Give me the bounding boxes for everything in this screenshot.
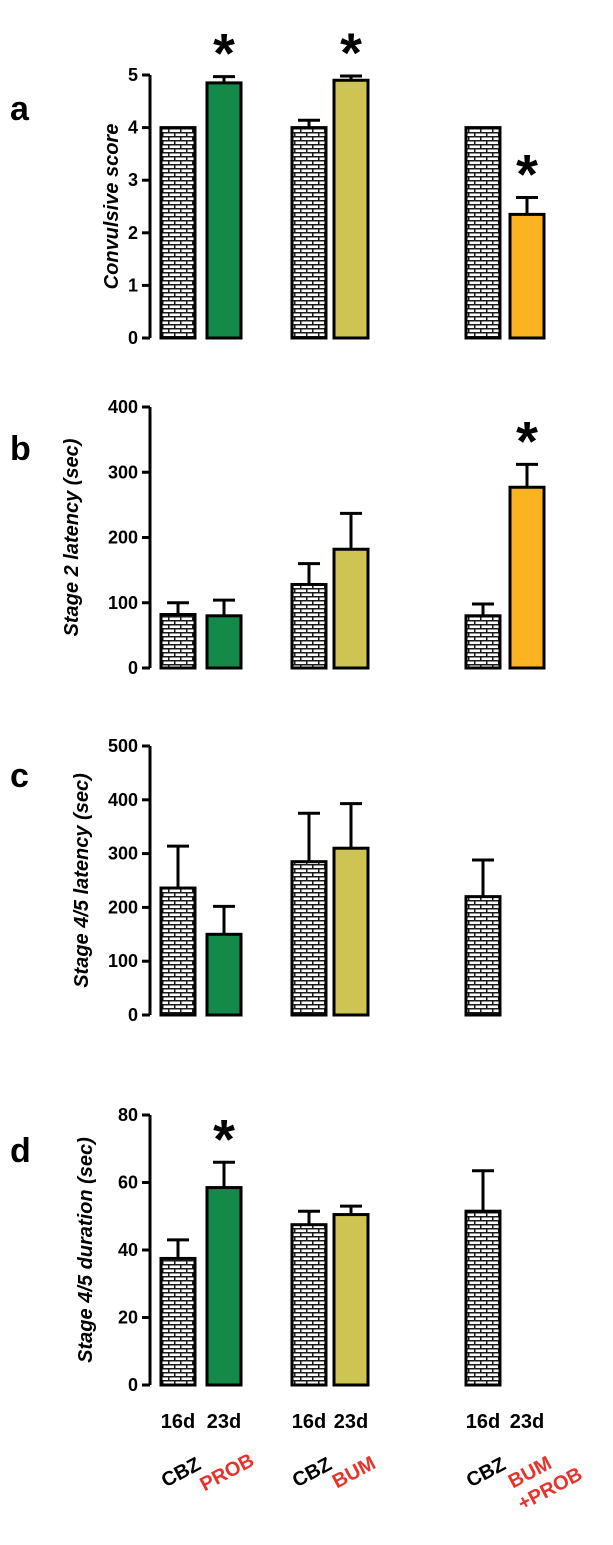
bar-a-2 [290, 126, 328, 340]
significance-star: * [213, 1107, 235, 1170]
bar-a-1 [205, 81, 243, 340]
y-axis-title: Stage 4/5 latency (sec) [71, 773, 93, 988]
y-tick-label: 2 [128, 223, 138, 243]
y-tick-label: 100 [108, 593, 138, 613]
day-label: 23d [334, 1411, 368, 1433]
y-tick-label: 100 [108, 951, 138, 971]
panel-b: b Stage 2 latency (sec) 0 100 200 300 400 * [10, 397, 546, 678]
group-label: PROB [197, 1449, 258, 1496]
day-label: 16d [292, 1411, 326, 1433]
significance-star: * [213, 22, 235, 85]
group-label-line: PROB [197, 1449, 258, 1496]
group-label: CBZ [158, 1453, 205, 1492]
group-label: CBZ [289, 1453, 336, 1492]
y-tick-label: 0 [128, 1005, 138, 1025]
y-tick-label: 20 [118, 1308, 138, 1328]
group-label: CBZ [463, 1453, 510, 1492]
panel-label: d [10, 1132, 31, 1170]
panel-label: a [10, 90, 30, 128]
group-label-line: CBZ [158, 1453, 205, 1492]
y-tick-label: 0 [128, 1375, 138, 1395]
y-tick-label: 5 [128, 65, 138, 85]
bar-c-1 [205, 932, 243, 1017]
y-axis-title: Stage 2 latency (sec) [61, 438, 83, 636]
y-tick-label: 300 [108, 462, 138, 482]
bar-c-4 [464, 895, 502, 1017]
y-tick-label: 0 [128, 328, 138, 348]
day-label: 16d [161, 1411, 195, 1433]
y-tick-label: 0 [128, 658, 138, 678]
bar-b-1 [205, 614, 243, 670]
y-tick-label: 200 [108, 897, 138, 917]
y-axis-title: Convulsive score [101, 124, 123, 290]
panel-d: d Stage 4/5 duration (sec) 0 20 40 60 80 * [10, 1105, 502, 1395]
day-label: 16d [466, 1411, 500, 1433]
y-tick-label: 1 [128, 275, 138, 295]
panel-label: c [10, 757, 29, 795]
y-tick-label: 60 [118, 1173, 138, 1193]
y-tick-label: 40 [118, 1240, 138, 1260]
y-tick-label: 400 [108, 397, 138, 417]
day-label: 23d [510, 1411, 544, 1433]
bar-a-0 [159, 126, 197, 340]
group-label-line: CBZ [463, 1453, 510, 1492]
bar-c-2 [290, 860, 328, 1017]
day-label: 23d [207, 1411, 241, 1433]
bar-d-4 [464, 1209, 502, 1387]
significance-star: * [340, 21, 362, 84]
bar-d-1 [205, 1186, 243, 1387]
y-tick-label: 3 [128, 170, 138, 190]
group-label-line: BUM [329, 1452, 380, 1493]
bar-d-2 [290, 1223, 328, 1387]
bar-b-3 [332, 547, 370, 670]
panel-label: b [10, 430, 31, 468]
bar-d-0 [159, 1256, 197, 1387]
y-tick-label: 400 [108, 790, 138, 810]
bar-b-2 [290, 582, 328, 670]
bar-a-5 [508, 212, 546, 340]
y-tick-label: 4 [128, 118, 138, 138]
bar-a-3 [332, 78, 370, 340]
y-axis-title: Stage 4/5 duration (sec) [75, 1137, 97, 1363]
group-label-line: CBZ [289, 1453, 336, 1492]
bar-b-0 [159, 612, 197, 670]
group-label: BUM+PROB [505, 1452, 586, 1515]
panel-a: a Convulsive score 0 1 2 3 4 5 * * * [10, 21, 546, 348]
y-tick-label: 500 [108, 736, 138, 756]
bar-c-3 [332, 846, 370, 1017]
bar-a-4 [464, 126, 502, 340]
bar-c-0 [159, 886, 197, 1017]
y-tick-label: 300 [108, 844, 138, 864]
bar-b-4 [464, 614, 502, 670]
y-tick-label: 80 [118, 1105, 138, 1125]
group-label: BUM [329, 1452, 380, 1493]
significance-star: * [516, 409, 538, 472]
panel-c: c Stage 4/5 latency (sec) 0 100 200 300 400 500 [10, 736, 502, 1025]
bar-d-3 [332, 1213, 370, 1387]
significance-star: * [516, 143, 538, 206]
bar-b-5 [508, 485, 546, 670]
y-tick-label: 200 [108, 528, 138, 548]
